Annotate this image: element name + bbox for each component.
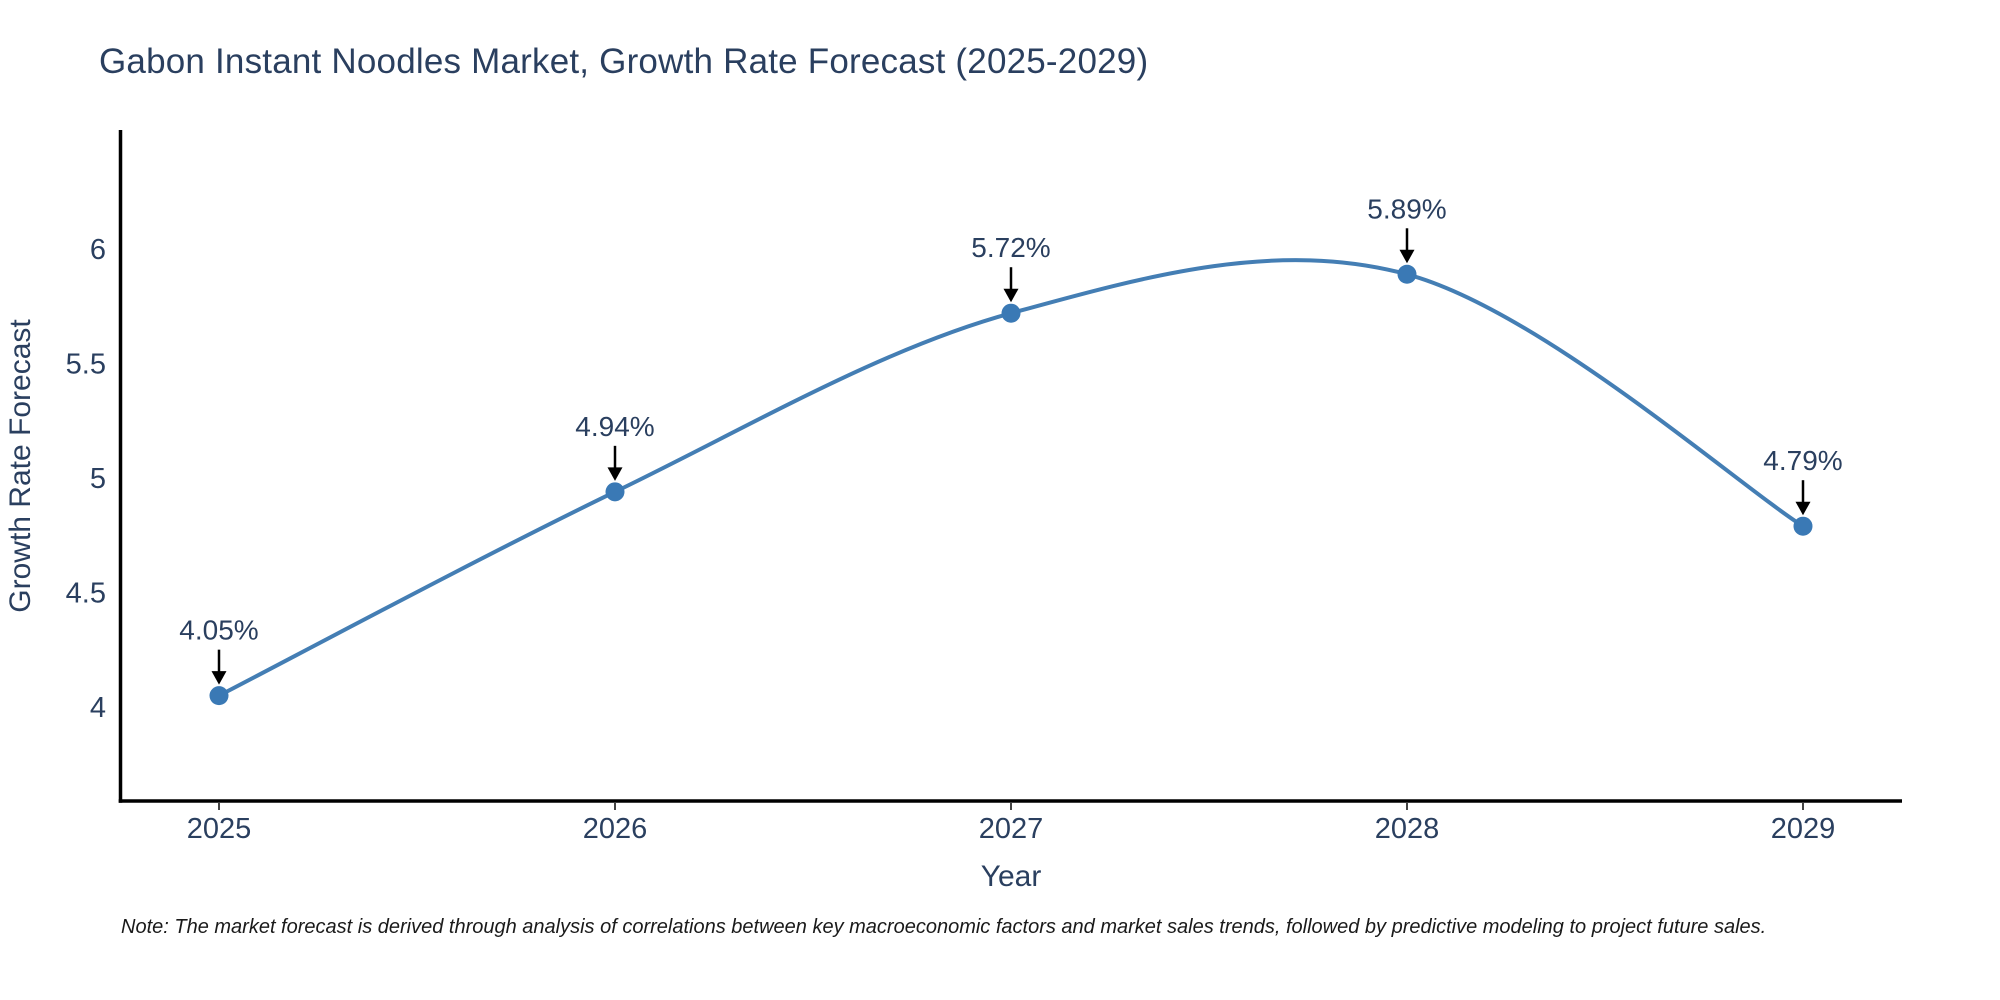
annotation-2028: 5.89%	[1367, 193, 1447, 264]
annotation-label: 5.72%	[971, 232, 1050, 263]
data-point-2027[interactable]	[1001, 303, 1021, 323]
annotation-label: 5.89%	[1367, 193, 1446, 224]
annotation-arrow-head-icon	[1003, 288, 1019, 303]
x-tick-label-2027: 2027	[979, 813, 1044, 845]
y-tick-label-5.5: 5.5	[66, 349, 106, 381]
data-point-2025[interactable]	[209, 686, 229, 706]
annotation-label: 4.05%	[179, 615, 258, 646]
y-tick-label-6: 6	[90, 234, 106, 266]
data-point-2026[interactable]	[605, 482, 625, 502]
x-axis-title: Year	[981, 860, 1042, 893]
series-layer	[209, 258, 1813, 706]
annotation-arrow-head-icon	[211, 671, 227, 685]
forecast-line	[217, 258, 1805, 698]
annotation-arrow-head-icon	[607, 467, 623, 481]
x-tick-label-2025: 2025	[187, 813, 252, 845]
y-tick-label-5: 5	[90, 463, 106, 495]
annotation-label: 4.94%	[575, 411, 654, 442]
chart-note: Note: The market forecast is derived thr…	[121, 916, 1767, 938]
y-tick-label-4.5: 4.5	[66, 578, 106, 610]
chart-title: Gabon Instant Noodles Market, Growth Rat…	[99, 42, 1149, 81]
axes-layer: 2025 2026 2027 2028 2029 4 4.5 5 5.5 6	[66, 130, 1902, 845]
annotation-label: 4.79%	[1763, 445, 1842, 476]
y-tick-label-4: 4	[90, 692, 106, 724]
annotation-2026: 4.94%	[575, 411, 655, 481]
annotations-layer: 4.05% 4.94% 5.72% 5.89% 4.79%	[179, 193, 1843, 685]
x-tick-label-2029: 2029	[1771, 813, 1836, 845]
annotation-arrow-head-icon	[1399, 249, 1415, 264]
annotation-2025: 4.05%	[179, 615, 259, 685]
x-tick-label-2026: 2026	[583, 813, 648, 845]
data-point-2029[interactable]	[1793, 516, 1813, 536]
y-axis-title: Growth Rate Forecast	[4, 319, 37, 613]
annotation-2027: 5.72%	[971, 232, 1051, 303]
annotation-2029: 4.79%	[1763, 445, 1843, 516]
data-point-2028[interactable]	[1397, 264, 1417, 284]
annotation-arrow-head-icon	[1795, 501, 1811, 516]
x-tick-label-2028: 2028	[1375, 813, 1440, 845]
